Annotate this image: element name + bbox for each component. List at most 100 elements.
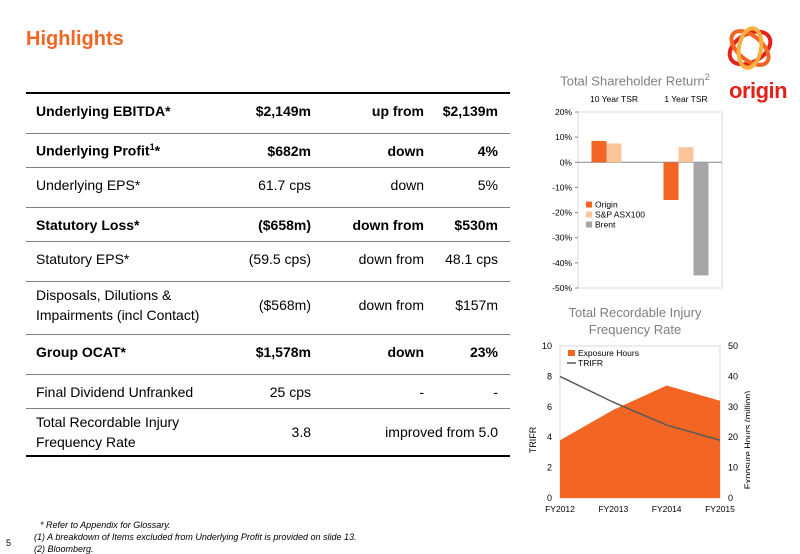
highlights-table: Underlying EBITDA* $2,149m up from $2,13… xyxy=(26,92,510,457)
y-tick-label: 0% xyxy=(560,157,573,167)
row-value: 25 cps xyxy=(269,383,311,400)
legend-label: Brent xyxy=(595,220,616,230)
bar xyxy=(693,162,709,276)
row-change: improved from 5.0 xyxy=(385,424,498,440)
page-title: Highlights xyxy=(26,28,124,50)
x-tick-label: FY2015 xyxy=(705,504,735,514)
row-change: down from xyxy=(352,216,424,233)
tsr-chart-title: Total Shareholder Return2 xyxy=(560,72,710,89)
y2-axis-label: Exposure Hours (million) xyxy=(743,391,750,490)
table-row: Disposals, Dilutions & Impairments (incl … xyxy=(26,282,510,328)
footnote-glossary: * Refer to Appendix for Glossary. xyxy=(40,520,171,530)
row-label: Statutory Loss* xyxy=(36,216,140,233)
y-tick-label: -20% xyxy=(552,208,572,218)
table-row: Underlying EPS* 61.7 cps down 5% xyxy=(26,168,510,201)
row-change: down from xyxy=(358,297,424,313)
table-row: Statutory EPS* (59.5 cps) down from 48.1… xyxy=(26,242,510,275)
row-compare: 23% xyxy=(469,343,498,360)
row-value: (59.5 cps) xyxy=(248,250,311,267)
y-tick-label: -40% xyxy=(552,258,572,268)
row-value: 61.7 cps xyxy=(258,176,311,193)
tsr-chart: 20% 10% 0% -10% -20% -30% -40% -50% 10 Year TSR 1… xyxy=(552,94,723,293)
row-change: down xyxy=(390,176,424,193)
row-compare: 48.1 cps xyxy=(445,250,498,267)
footnote-2: (2) Bloomberg. xyxy=(34,544,94,554)
y2-tick-label: 50 xyxy=(728,341,738,351)
trifr-chart-title: Total Recordable Injury Frequency Rate xyxy=(568,305,702,337)
legend-swatch xyxy=(586,201,592,208)
y-tick-label: 10% xyxy=(555,132,572,142)
row-change: - xyxy=(419,383,424,400)
row-label: Disposals, Dilutions & Impairments (incl … xyxy=(36,287,200,323)
table-row: Underlying EBITDA* $2,149m up from $2,13… xyxy=(26,94,510,127)
y2-tick-label: 20 xyxy=(728,432,738,442)
legend-label: TRIFR xyxy=(578,358,603,368)
row-value: 3.8 xyxy=(291,424,311,440)
row-value: $2,149m xyxy=(255,102,311,119)
row-compare: 5% xyxy=(477,176,498,193)
row-change: down xyxy=(387,343,424,360)
bar xyxy=(606,143,622,163)
y-tick-label: 2 xyxy=(547,463,552,473)
category-label: 10 Year TSR xyxy=(590,94,638,104)
y-tick-label: 8 xyxy=(547,371,552,381)
row-label: Total Recordable Injury Frequency Rate xyxy=(36,414,180,450)
y-tick-label: 20% xyxy=(555,107,572,117)
row-value: $1,578m xyxy=(255,343,311,360)
row-label: Statutory EPS* xyxy=(36,250,130,267)
table-row: Statutory Loss* ($658m) down from $530m xyxy=(26,208,510,241)
category-label: 1 Year TSR xyxy=(664,94,707,104)
table-row: Final Dividend Unfranked 25 cps - - xyxy=(26,375,510,408)
x-tick-label: FY2013 xyxy=(598,504,628,514)
x-tick-label: FY2012 xyxy=(545,504,575,514)
legend-label: Origin xyxy=(595,200,618,210)
table-row: Group OCAT* $1,578m down 23% xyxy=(26,335,510,368)
legend-swatch xyxy=(568,350,575,356)
bar xyxy=(663,162,679,200)
page-number: 5 xyxy=(6,538,12,548)
row-compare: $157m xyxy=(455,297,498,313)
trifr-line xyxy=(559,375,721,441)
row-change: down from xyxy=(358,250,424,267)
row-compare: - xyxy=(493,383,498,400)
legend-swatch xyxy=(586,211,592,218)
bar xyxy=(591,140,607,163)
y2-tick-label: 0 xyxy=(728,493,733,503)
row-compare: $2,139m xyxy=(442,102,498,119)
row-label: Group OCAT* xyxy=(36,343,126,360)
y2-tick-label: 10 xyxy=(728,463,738,473)
row-label: Underlying Profit1* xyxy=(36,142,161,159)
row-change: up from xyxy=(371,102,424,119)
y-tick-label: 6 xyxy=(547,402,552,412)
y2-tick-label: 40 xyxy=(728,371,738,381)
bar xyxy=(678,147,694,163)
y-tick-label: 0 xyxy=(547,493,552,503)
y-tick-label: 10 xyxy=(542,341,552,351)
x-tick-label: FY2014 xyxy=(652,504,682,514)
row-value: $682m xyxy=(267,142,311,159)
trifr-chart: 0 2 4 6 8 10 0 10 20 30 40 50 FY2012 FY2013 FY2014 FY20… xyxy=(528,341,750,514)
legend-label: Exposure Hours xyxy=(578,348,639,358)
row-value: ($568m) xyxy=(258,297,311,313)
y-tick-label: -10% xyxy=(552,182,572,192)
row-label: Underlying EBITDA* xyxy=(36,102,171,119)
legend-label: S&P ASX100 xyxy=(595,210,645,220)
y-axis-label: TRIFR xyxy=(528,426,538,453)
row-label: Underlying EPS* xyxy=(36,176,141,193)
row-label: Final Dividend Unfranked xyxy=(36,383,194,400)
row-change: down xyxy=(387,142,424,159)
footnote-1: (1) A breakdown of Items excluded from U… xyxy=(34,532,357,542)
brand-wordmark: origin xyxy=(729,78,788,103)
row-compare: 4% xyxy=(477,142,498,159)
y-tick-label: -30% xyxy=(552,233,572,243)
row-value: ($658m) xyxy=(258,216,311,233)
legend-swatch xyxy=(586,221,592,228)
table-row: Underlying Profit1* $682m down 4% xyxy=(26,134,510,167)
origin-logo-icon xyxy=(727,26,773,70)
table-row: Total Recordable Injury Frequency Rate 3.… xyxy=(26,409,510,455)
y-tick-label: -50% xyxy=(552,283,572,293)
y2-tick-label: 30 xyxy=(728,402,738,412)
exposure-hours-area xyxy=(560,385,720,498)
row-compare: $530m xyxy=(454,216,498,233)
y-tick-label: 4 xyxy=(547,432,552,442)
